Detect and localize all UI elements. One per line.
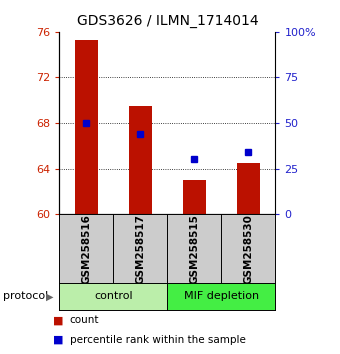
Bar xyxy=(237,163,260,214)
Bar xyxy=(183,180,206,214)
Text: GSM258516: GSM258516 xyxy=(82,214,91,284)
Text: control: control xyxy=(94,291,133,302)
Text: percentile rank within the sample: percentile rank within the sample xyxy=(70,335,245,345)
Text: GSM258530: GSM258530 xyxy=(243,214,253,284)
Bar xyxy=(129,106,152,214)
Bar xyxy=(75,40,98,214)
Text: ■: ■ xyxy=(53,315,63,325)
Text: MIF depletion: MIF depletion xyxy=(184,291,259,302)
Text: protocol: protocol xyxy=(3,291,49,302)
Text: count: count xyxy=(70,315,99,325)
Text: GSM258515: GSM258515 xyxy=(189,214,200,284)
Text: GSM258517: GSM258517 xyxy=(135,214,146,284)
Title: GDS3626 / ILMN_1714014: GDS3626 / ILMN_1714014 xyxy=(76,14,258,28)
Text: ▶: ▶ xyxy=(46,291,53,302)
Text: ■: ■ xyxy=(53,335,63,345)
